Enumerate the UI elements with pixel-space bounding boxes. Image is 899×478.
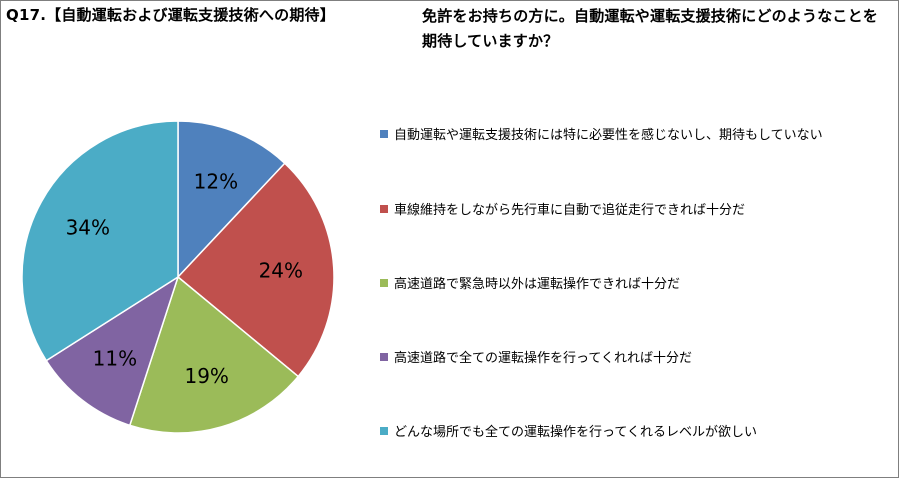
legend-label: 自動運転や運転支援技術には特に必要性を感じないし、期待もしていない: [394, 128, 823, 143]
legend-item: 自動運転や運転支援技術には特に必要性を感じないし、期待もしていない: [380, 124, 823, 143]
legend-label: 高速道路で全ての運転操作を行ってくれれば十分だ: [394, 351, 692, 366]
legend-item: 高速道路で全ての運転操作を行ってくれれば十分だ: [380, 347, 692, 366]
pie-slice: [177, 120, 286, 279]
legend-label: どんな場所でも全ての運転操作を行ってくれるレベルが欲しい: [394, 425, 757, 440]
slice-value-label: 19%: [184, 364, 228, 388]
legend-label: 高速道路で緊急時以外は運転操作できれば十分だ: [394, 277, 681, 292]
legend-label: 車線維持をしながら先行車に自動で追従走行できれば十分だ: [394, 203, 746, 218]
legend-swatch: [380, 204, 388, 213]
legend-item: 車線維持をしながら先行車に自動で追従走行できれば十分だ: [380, 199, 745, 218]
legend-swatch: [380, 426, 388, 435]
legend-item: どんな場所でも全ての運転操作を行ってくれるレベルが欲しい: [380, 421, 757, 440]
legend-item: 高速道路で緊急時以外は運転操作できれば十分だ: [380, 273, 680, 292]
legend-swatch: [380, 352, 388, 361]
slice-value-label: 12%: [194, 169, 238, 193]
pie-slice: [21, 120, 179, 362]
pie-slice: [45, 275, 180, 427]
slice-value-label: 24%: [259, 259, 303, 283]
slice-value-label: 34%: [66, 215, 110, 239]
pie-slice: [176, 162, 335, 378]
question-text: 免許をお持ちの方に。自動運転や運転支援技術にどのようなことを期待していますか？: [422, 7, 879, 50]
legend-swatch: [380, 278, 388, 287]
chart-title: Q17.【自動運転および運転支援技術への期待】: [6, 6, 335, 24]
slice-value-label: 11%: [93, 346, 137, 370]
legend-swatch: [380, 129, 388, 138]
pie-slice: [128, 275, 300, 434]
